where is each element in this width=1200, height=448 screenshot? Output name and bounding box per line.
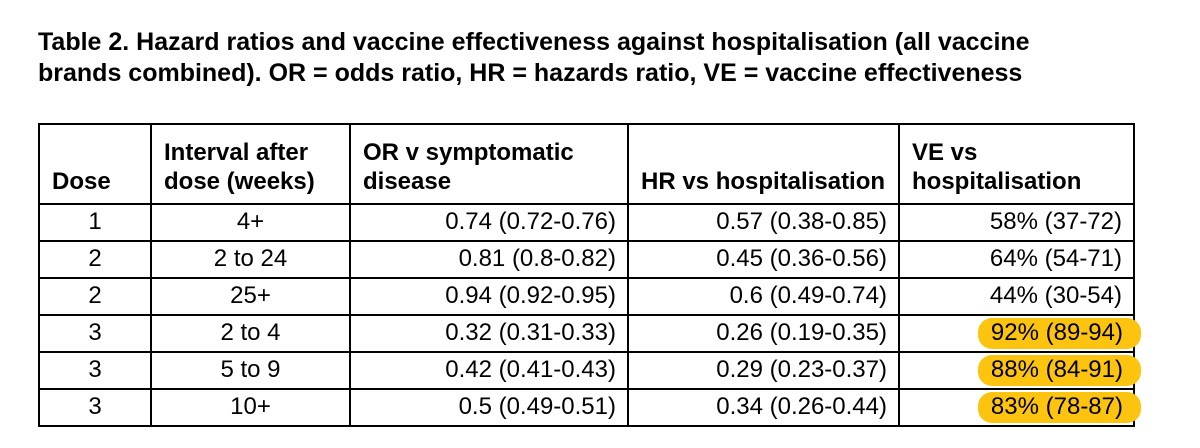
col-header-dose: Dose — [38, 123, 152, 205]
cell-dose: 3 — [38, 388, 152, 427]
caption-line-2: brands combined). OR = odds ratio, HR = … — [38, 59, 1023, 87]
cell-or: 0.94 (0.92-0.95) — [349, 277, 629, 316]
cell-interval: 2 to 4 — [150, 314, 351, 353]
cell-or: 0.74 (0.72-0.76) — [349, 203, 629, 242]
table-row: 2 2 to 24 0.81 (0.8-0.82) 0.45 (0.36-0.5… — [38, 240, 1135, 279]
cell-interval: 2 to 24 — [150, 240, 351, 279]
caption-line-1: Table 2. Hazard ratios and vaccine effec… — [38, 28, 1030, 56]
cell-ve: 92% (89-94) — [898, 314, 1141, 353]
cell-hr: 0.26 (0.19-0.35) — [627, 314, 900, 353]
cell-interval: 25+ — [150, 277, 351, 316]
col-header-ve: VE vs hospitalisation — [898, 123, 1135, 205]
cell-hr: 0.45 (0.36-0.56) — [627, 240, 900, 279]
header-row: Dose Interval after dose (weeks) OR v sy… — [38, 123, 1135, 205]
cell-ve: 58% (37-72) — [898, 203, 1135, 242]
cell-dose: 3 — [38, 314, 152, 353]
cell-interval: 10+ — [150, 388, 351, 427]
cell-dose: 2 — [38, 240, 152, 279]
cell-or: 0.32 (0.31-0.33) — [349, 314, 629, 353]
highlighted-ve-value: 83% (78-87) — [977, 392, 1141, 423]
table-row: 3 10+ 0.5 (0.49-0.51) 0.34 (0.26-0.44) 8… — [38, 388, 1141, 427]
cell-hr: 0.6 (0.49-0.74) — [627, 277, 900, 316]
highlighted-ve-value: 92% (89-94) — [977, 318, 1141, 349]
cell-ve: 83% (78-87) — [898, 388, 1141, 427]
table-caption: Table 2. Hazard ratios and vaccine effec… — [38, 27, 1200, 89]
cell-hr: 0.57 (0.38-0.85) — [627, 203, 900, 242]
highlighted-ve-value: 88% (84-91) — [977, 355, 1141, 386]
cell-dose: 1 — [38, 203, 152, 242]
col-header-or: OR v symptomatic disease — [349, 123, 629, 205]
cell-ve: 44% (30-54) — [898, 277, 1135, 316]
cell-interval: 5 to 9 — [150, 351, 351, 390]
cell-hr: 0.34 (0.26-0.44) — [627, 388, 900, 427]
col-header-hr: HR vs hospitalisation — [627, 123, 900, 205]
cell-ve: 64% (54-71) — [898, 240, 1135, 279]
cell-dose: 2 — [38, 277, 152, 316]
cell-ve: 88% (84-91) — [898, 351, 1141, 390]
document-page: Table 2. Hazard ratios and vaccine effec… — [38, 27, 1200, 427]
table-row: 1 4+ 0.74 (0.72-0.76) 0.57 (0.38-0.85) 5… — [38, 203, 1135, 242]
cell-or: 0.81 (0.8-0.82) — [349, 240, 629, 279]
cell-or: 0.5 (0.49-0.51) — [349, 388, 629, 427]
col-header-interval: Interval after dose (weeks) — [150, 123, 351, 205]
cell-or: 0.42 (0.41-0.43) — [349, 351, 629, 390]
hazard-ratio-table: Dose Interval after dose (weeks) OR v sy… — [38, 123, 1141, 427]
table-row: 3 2 to 4 0.32 (0.31-0.33) 0.26 (0.19-0.3… — [38, 314, 1141, 353]
table-row: 3 5 to 9 0.42 (0.41-0.43) 0.29 (0.23-0.3… — [38, 351, 1141, 390]
cell-hr: 0.29 (0.23-0.37) — [627, 351, 900, 390]
table-row: 2 25+ 0.94 (0.92-0.95) 0.6 (0.49-0.74) 4… — [38, 277, 1135, 316]
cell-interval: 4+ — [150, 203, 351, 242]
cell-dose: 3 — [38, 351, 152, 390]
